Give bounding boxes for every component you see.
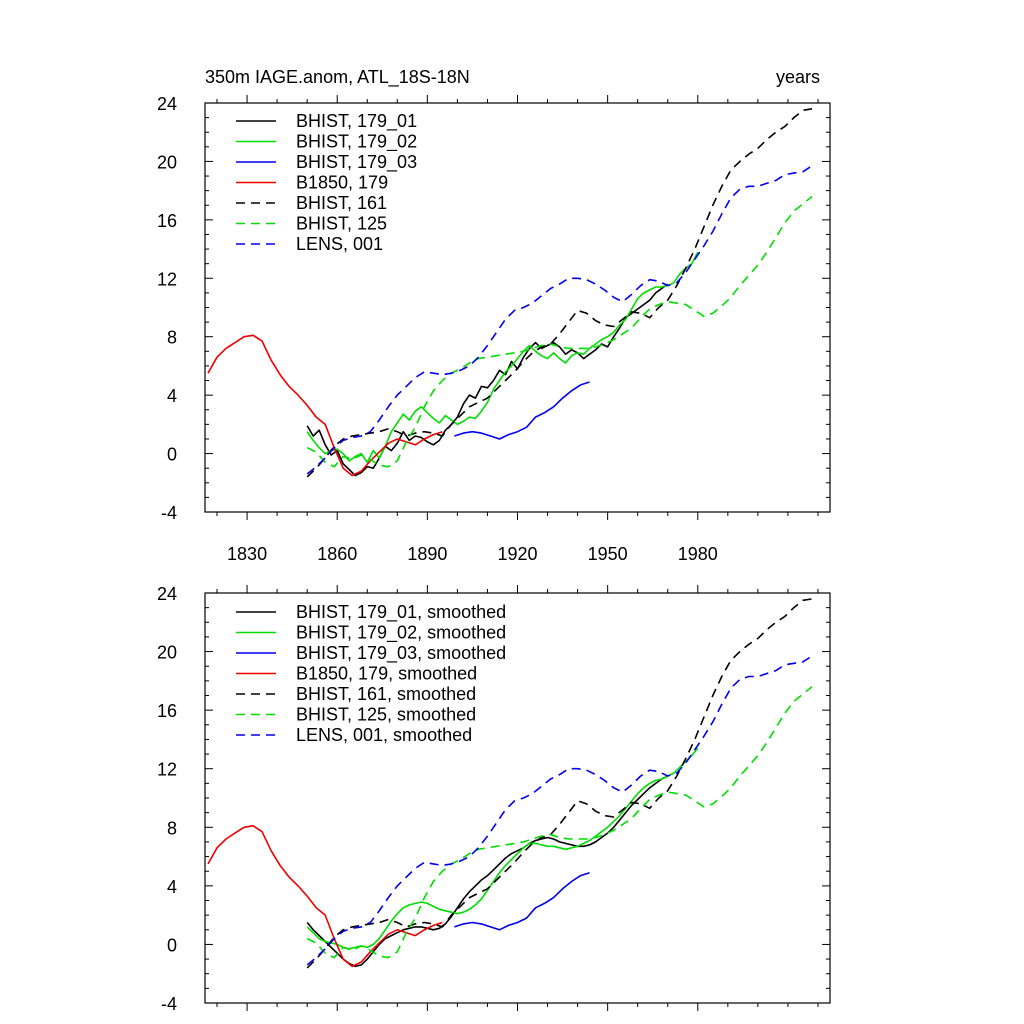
x-tick-label: 1950 <box>588 544 628 564</box>
series-line <box>306 165 813 475</box>
y-tick-label: 20 <box>157 152 177 172</box>
legend-label: BHIST, 125 <box>296 214 387 234</box>
legend-label: BHIST, 179_01 <box>296 111 417 132</box>
series-line <box>306 195 813 468</box>
legend-label: LENS, 001, smoothed <box>296 725 472 745</box>
legend-label: BHIST, 179_03 <box>296 152 417 173</box>
series-line <box>306 686 813 959</box>
x-tick-label: 1920 <box>497 544 537 564</box>
series-line <box>207 334 443 477</box>
legend-label: LENS, 001 <box>296 234 383 254</box>
legend-label: BHIST, 179_03, smoothed <box>296 643 506 664</box>
top-panel: -4 0 4 8 12 16 20 24 1830 1860 1890 1920 1950 1980 350… <box>157 67 831 564</box>
series-line <box>207 824 443 968</box>
y-tick-label: 0 <box>167 935 177 955</box>
y-tick-label: 24 <box>157 94 177 114</box>
legend-label: BHIST, 161 <box>296 193 387 213</box>
y-tick-label: -4 <box>161 503 177 523</box>
series-line <box>306 108 813 478</box>
series-line <box>306 283 669 477</box>
series-line <box>306 747 699 950</box>
y-tick-label: 12 <box>157 760 177 780</box>
legend-label: BHIST, 179_01, smoothed <box>296 602 506 623</box>
y-tick-label: 8 <box>167 328 177 348</box>
y-tick-label: 20 <box>157 643 177 663</box>
legend-label: BHIST, 161, smoothed <box>296 684 476 704</box>
series-line <box>306 251 699 464</box>
chart-title: 350m IAGE.anom, ATL_18S-18N <box>205 67 470 88</box>
y-tick-label: 24 <box>157 584 177 604</box>
y-tick-label: 12 <box>157 269 177 289</box>
legend-label: B1850, 179 <box>296 173 388 193</box>
series-line <box>454 871 590 931</box>
y-tick-label: 16 <box>157 211 177 231</box>
legend-label: B1850, 179, smoothed <box>296 664 477 684</box>
series-line <box>306 598 813 969</box>
series-line <box>454 381 590 440</box>
y-tick-label: 4 <box>167 386 177 406</box>
y-tick-label: 8 <box>167 818 177 838</box>
y-tick-label: -4 <box>161 994 177 1014</box>
series-line <box>306 655 813 966</box>
x-tick-label: 1980 <box>678 544 718 564</box>
x-tick-label: 1860 <box>317 544 357 564</box>
units-label: years <box>776 67 820 87</box>
legend-label: BHIST, 179_02 <box>296 132 417 153</box>
x-tick-label: 1830 <box>227 544 267 564</box>
y-tick-label: 16 <box>157 701 177 721</box>
x-tick-label: 1890 <box>407 544 447 564</box>
y-tick-label: 4 <box>167 877 177 897</box>
legend-label: BHIST, 125, smoothed <box>296 705 476 725</box>
y-tick-label: 0 <box>167 445 177 465</box>
series-line <box>306 775 669 968</box>
legend-label: BHIST, 179_02, smoothed <box>296 623 506 644</box>
